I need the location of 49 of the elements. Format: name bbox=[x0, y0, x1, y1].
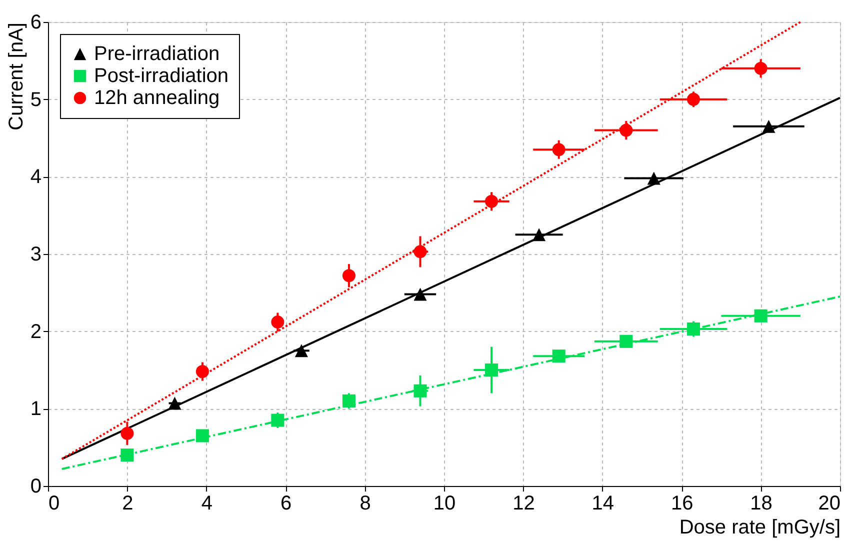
point bbox=[532, 228, 546, 242]
x-tick-label: 2 bbox=[122, 492, 134, 514]
y-tick-label: 6 bbox=[30, 12, 42, 34]
point bbox=[552, 350, 566, 363]
x-tick-label: 12 bbox=[512, 492, 535, 514]
y-tick-label: 5 bbox=[30, 88, 42, 111]
point bbox=[647, 172, 660, 185]
point bbox=[120, 426, 134, 440]
point bbox=[414, 384, 427, 398]
point bbox=[552, 143, 566, 156]
y-tick-label: 3 bbox=[30, 244, 42, 266]
point bbox=[196, 429, 209, 442]
x-tick-label: 20 bbox=[818, 492, 840, 514]
x-tick-label: 10 bbox=[433, 492, 456, 514]
x-tick-label: 18 bbox=[750, 492, 772, 514]
point bbox=[754, 309, 768, 322]
legend-label: Pre-irradiation bbox=[94, 43, 220, 65]
point bbox=[620, 124, 633, 137]
y-tick-label: 1 bbox=[30, 398, 42, 420]
point bbox=[686, 322, 700, 336]
point bbox=[754, 62, 768, 75]
point bbox=[414, 245, 427, 258]
x-tick-label: 14 bbox=[592, 492, 614, 514]
point bbox=[271, 316, 284, 329]
y-tick-label: 0 bbox=[30, 476, 42, 498]
point bbox=[686, 92, 700, 106]
point bbox=[196, 365, 209, 378]
y-axis-title: Current [nA] bbox=[5, 22, 28, 130]
point bbox=[271, 414, 284, 427]
point bbox=[485, 363, 498, 377]
point bbox=[485, 194, 498, 208]
point bbox=[342, 269, 356, 282]
x-axis-title: Dose rate [mGy/s] bbox=[679, 516, 840, 538]
y-tick-label: 2 bbox=[30, 320, 42, 343]
legend-label: 12h annealing bbox=[94, 87, 220, 109]
x-tick-label: 0 bbox=[48, 492, 60, 514]
point bbox=[414, 288, 427, 301]
point bbox=[762, 120, 776, 133]
point bbox=[294, 344, 308, 358]
point bbox=[620, 334, 633, 348]
x-tick-label: 4 bbox=[201, 492, 212, 514]
point bbox=[168, 396, 182, 410]
x-tick-label: 6 bbox=[280, 492, 292, 514]
point bbox=[342, 394, 356, 408]
x-tick-label: 16 bbox=[670, 492, 694, 514]
point bbox=[120, 448, 134, 462]
y-tick-label: 4 bbox=[30, 166, 42, 188]
x-tick-label: 8 bbox=[360, 492, 371, 514]
legend-label: Post-irradiation bbox=[94, 65, 229, 87]
